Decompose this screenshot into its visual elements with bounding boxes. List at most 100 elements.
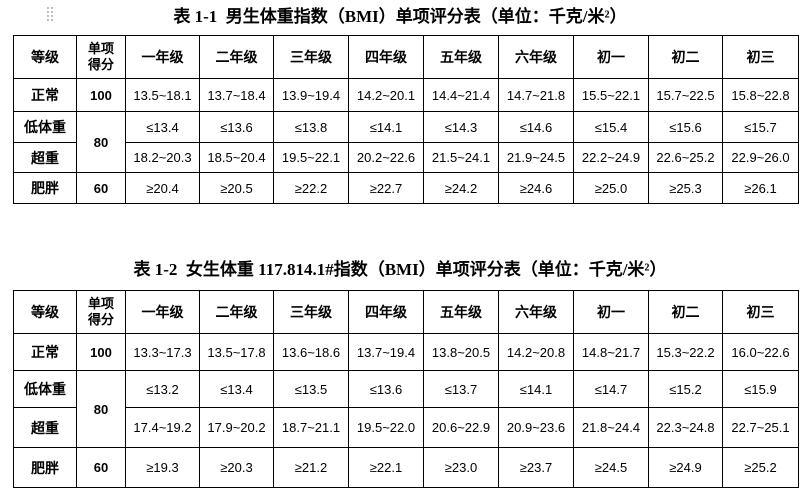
header-cell: 初三 [722, 35, 799, 79]
value-cell: ≤15.2 [648, 370, 723, 408]
value-cell: ≥24.9 [648, 447, 723, 488]
value-cell: ≤15.7 [722, 111, 799, 143]
value-cell: ≤15.4 [573, 111, 649, 143]
level-cell: 正常 [13, 333, 77, 371]
level-cell: 正常 [13, 78, 77, 112]
header-cell: 三年级 [273, 290, 349, 334]
value-cell: ≤13.4 [199, 370, 274, 408]
value-cell: ≤13.6 [199, 111, 274, 143]
data-row: 超重 18.2~20.3 18.5~20.4 19.5~22.1 20.2~22.6 21… [13, 142, 799, 173]
header-text: 单项 [87, 296, 114, 311]
header-row: 等级 单项 得分 一年级 二年级 三年级 四年级 五年级 六年级 初一 初二 初三 [13, 35, 799, 79]
value-cell: 14.8~21.7 [573, 333, 649, 371]
value-cell: 21.5~24.1 [423, 142, 499, 173]
value-cell: 14.7~21.8 [498, 78, 574, 112]
level-cell: 超重 [13, 407, 77, 448]
score-cell: 80 [76, 370, 126, 448]
value-cell: 14.2~20.8 [498, 333, 574, 371]
header-cell: 五年级 [423, 35, 499, 79]
value-cell: 13.7~18.4 [199, 78, 274, 112]
value-cell: 18.2~20.3 [125, 142, 200, 173]
value-cell: 19.5~22.0 [348, 407, 424, 448]
table-title: 表 1-2 女生体重 117.814.1#指数（BMI）单项评分表（单位：千克/… [133, 260, 667, 279]
value-cell: ≥26.1 [722, 172, 799, 204]
header-cell: 四年级 [348, 35, 424, 79]
value-cell: 21.8~24.4 [573, 407, 649, 448]
value-cell: ≥25.3 [648, 172, 723, 204]
value-cell: 16.0~22.6 [722, 333, 799, 371]
value-cell: 20.6~22.9 [423, 407, 499, 448]
header-cell: 初二 [648, 35, 723, 79]
score-cell: 100 [76, 333, 126, 371]
value-cell: ≥22.2 [273, 172, 349, 204]
value-cell: ≥22.7 [348, 172, 424, 204]
score-cell: 60 [76, 447, 126, 488]
value-cell: 15.3~22.2 [648, 333, 723, 371]
value-cell: ≥24.2 [423, 172, 499, 204]
value-cell: ≥24.6 [498, 172, 574, 204]
header-cell: 等级 [13, 290, 77, 334]
value-cell: 18.7~21.1 [273, 407, 349, 448]
value-cell: ≥25.2 [722, 447, 799, 488]
level-cell: 超重 [13, 142, 77, 173]
value-cell: ≤14.7 [573, 370, 649, 408]
score-cell: 60 [76, 172, 126, 204]
value-cell: 15.7~22.5 [648, 78, 723, 112]
header-text: 单项 [87, 41, 114, 56]
value-cell: 13.7~19.4 [348, 333, 424, 371]
header-text: 得分 [87, 312, 114, 327]
header-cell: 单项 得分 [76, 290, 126, 334]
score-cell: 100 [76, 78, 126, 112]
header-cell: 初一 [573, 35, 649, 79]
data-row: 超重 17.4~19.2 17.9~20.2 18.7~21.1 19.5~22.0 20… [13, 407, 799, 448]
level-cell: 肥胖 [13, 447, 77, 488]
value-cell: ≥23.0 [423, 447, 499, 488]
header-cell: 一年级 [125, 35, 200, 79]
drag-handle[interactable] [46, 6, 54, 22]
value-cell: ≤15.9 [722, 370, 799, 408]
value-cell: 20.9~23.6 [498, 407, 574, 448]
header-row: 等级 单项 得分 一年级 二年级 三年级 四年级 五年级 六年级 初一 初二 初三 [13, 290, 799, 334]
score-table: 等级 单项 得分 一年级 二年级 三年级 四年级 五年级 六年级 初一 初二 初三 正常 100 13.3~… [13, 290, 799, 488]
value-cell: 13.6~18.6 [273, 333, 349, 371]
value-cell: ≤13.4 [125, 111, 200, 143]
value-cell: ≥20.4 [125, 172, 200, 204]
value-cell: ≤15.6 [648, 111, 723, 143]
value-cell: ≥20.5 [199, 172, 274, 204]
score-cell: 80 [76, 111, 126, 173]
header-cell: 五年级 [423, 290, 499, 334]
header-cell: 一年级 [125, 290, 200, 334]
level-cell: 低体重 [13, 370, 77, 408]
value-cell: 22.2~24.9 [573, 142, 649, 173]
value-cell: 13.9~19.4 [273, 78, 349, 112]
score-table: 等级 单项 得分 一年级 二年级 三年级 四年级 五年级 六年级 初一 初二 初三 正常 100 13.5~… [13, 35, 799, 204]
value-cell: 19.5~22.1 [273, 142, 349, 173]
value-cell: 21.9~24.5 [498, 142, 574, 173]
value-cell: ≤14.6 [498, 111, 574, 143]
value-cell: ≥21.2 [273, 447, 349, 488]
value-cell: ≤13.7 [423, 370, 499, 408]
data-row: 正常 100 13.3~17.3 13.5~17.8 13.6~18.6 13.7~19.… [13, 333, 799, 371]
table-title: 表 1-1 男生体重指数（BMI）单项评分表（单位：千克/米²） [173, 7, 627, 26]
value-cell: 22.9~26.0 [722, 142, 799, 173]
header-cell: 初一 [573, 290, 649, 334]
value-cell: ≥22.1 [348, 447, 424, 488]
data-row: 低体重 80 ≤13.2 ≤13.4 ≤13.5 ≤13.6 ≤13.7 ≤14.1 ≤14.7… [13, 370, 799, 448]
value-cell: ≥25.0 [573, 172, 649, 204]
header-cell: 二年级 [199, 290, 274, 334]
value-cell: ≥23.7 [498, 447, 574, 488]
level-cell: 低体重 [13, 111, 77, 143]
header-cell: 三年级 [273, 35, 349, 79]
header-cell: 单项 得分 [76, 35, 126, 79]
value-cell: ≥19.3 [125, 447, 200, 488]
value-cell: 14.2~20.1 [348, 78, 424, 112]
header-cell: 六年级 [498, 35, 574, 79]
value-cell: 14.4~21.4 [423, 78, 499, 112]
value-cell: 22.7~25.1 [722, 407, 799, 448]
value-cell: ≥24.5 [573, 447, 649, 488]
value-cell: 17.9~20.2 [199, 407, 274, 448]
value-cell: ≤14.1 [348, 111, 424, 143]
header-cell: 四年级 [348, 290, 424, 334]
value-cell: 13.8~20.5 [423, 333, 499, 371]
